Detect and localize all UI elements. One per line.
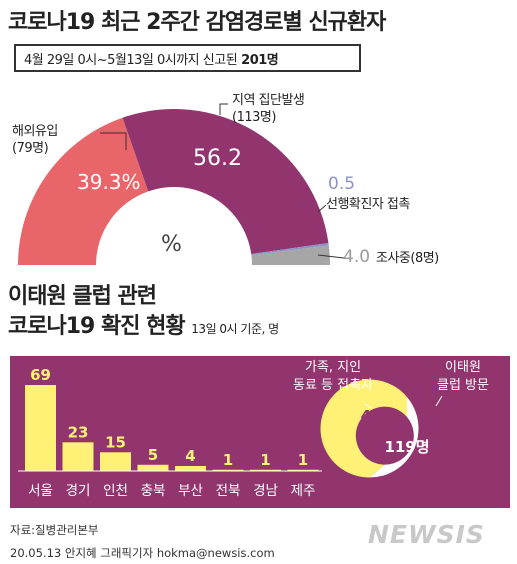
label-investigating: 조사중(8명) — [376, 251, 439, 266]
donut-leader-1 — [435, 395, 443, 407]
bar-value-5: 1 — [223, 451, 233, 469]
bar-label-4: 부산 — [178, 483, 203, 499]
unit-label: % — [161, 232, 182, 257]
donut-label-0-1: 동료 등 접촉자 — [293, 378, 373, 393]
donut-label-1-0: 이태원 — [445, 360, 481, 375]
donut-label-1-1: 클럽 방문 — [437, 378, 489, 393]
bar-value-0: 69 — [30, 366, 51, 384]
leader-line-2 — [317, 204, 327, 213]
slice-2 — [251, 243, 329, 256]
route-donut-chart — [18, 103, 345, 265]
total-count: 201명 — [241, 52, 279, 68]
donut-leader-0 — [364, 403, 372, 409]
bar-7 — [287, 469, 319, 471]
bar-label-0: 서울 — [28, 483, 53, 499]
bar-value-4: 4 — [185, 447, 195, 465]
bar-value-1: 23 — [68, 423, 89, 441]
itaewon-panel — [10, 356, 510, 508]
donut-label-0-0: 가족, 지인 — [305, 360, 361, 375]
bar-0 — [25, 385, 56, 471]
bar-value-7: 1 — [298, 451, 308, 469]
bar-1 — [62, 442, 94, 471]
bar-4 — [175, 466, 206, 471]
donut-slice-0 — [369, 397, 419, 478]
itaewon-title: 이태원 클럽 관련 코로나19 확진 현황 13일 0시 기준, 명 — [8, 284, 279, 339]
donut-value-1: 76 — [427, 422, 448, 440]
donut-total: 119명 — [384, 438, 429, 456]
chart-title: 코로나19 최근 2주간 감염경로별 신규환자 — [8, 10, 386, 35]
basis-note: 13일 0시 기준, 명 — [191, 322, 279, 336]
bar-2 — [100, 452, 131, 471]
label-contact: 선행확진자 접촉 — [326, 197, 410, 212]
bar-label-3: 충북 — [141, 483, 166, 499]
bar-label-6: 경남 — [253, 483, 278, 499]
donut-slice-1 — [320, 379, 407, 478]
bar-5 — [212, 469, 244, 471]
donut-value-0: 43 — [361, 407, 382, 425]
newsis-logo: NEWSIS — [368, 520, 485, 549]
leader-line-0 — [100, 132, 127, 150]
period-box: 4월 29일 0시~5월13일 0시까지 신고된 201명 — [14, 44, 361, 72]
slice-1 — [122, 109, 329, 255]
value-contact: 0.5 — [328, 174, 356, 194]
bar-label-7: 제주 — [291, 483, 316, 499]
value-overseas: 39.3% — [77, 170, 141, 194]
leader-line-3 — [317, 254, 345, 259]
bar-6 — [250, 469, 281, 471]
label-community: 지역 집단발생 (113명) — [232, 93, 305, 125]
bar-value-2: 15 — [105, 433, 126, 451]
leader-line-1 — [219, 103, 228, 115]
period-text: 4월 29일 0시~5월13일 0시까지 신고된 — [24, 52, 238, 68]
source-note: 자료:질병관리본부 — [10, 523, 99, 537]
bar-label-1: 경기 — [66, 483, 91, 499]
bar-value-6: 1 — [260, 451, 270, 469]
slice-3 — [251, 245, 330, 265]
label-overseas: 해외유입 (79명) — [12, 124, 58, 156]
bar-3 — [137, 464, 169, 471]
value-investigating: 4.0 — [343, 247, 371, 267]
bar-value-3: 5 — [148, 446, 158, 464]
credit-line: 20.05.13 안지혜 그래픽기자 hokma@newsis.com — [10, 546, 275, 560]
value-community: 56.2 — [193, 146, 242, 171]
slice-0 — [18, 117, 149, 265]
bar-label-5: 전북 — [216, 483, 241, 499]
bar-label-2: 인천 — [103, 483, 128, 499]
